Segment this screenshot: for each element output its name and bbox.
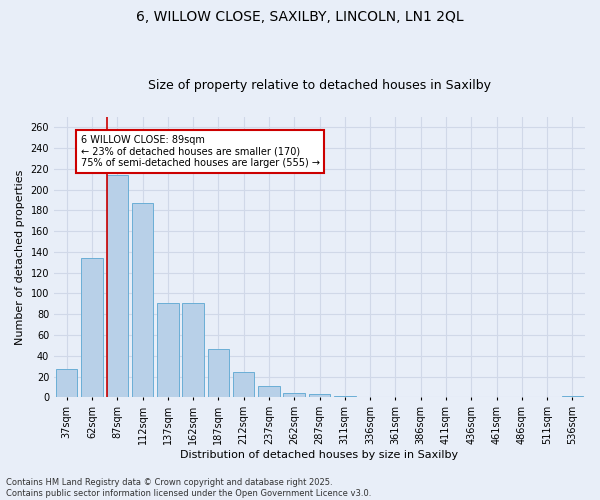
Title: Size of property relative to detached houses in Saxilby: Size of property relative to detached ho… (148, 79, 491, 92)
Bar (182, 303, 204, 398)
X-axis label: Distribution of detached houses by size in Saxilby: Distribution of detached houses by size … (181, 450, 458, 460)
Bar (233, 372, 254, 398)
Bar (258, 386, 280, 398)
Bar (208, 348, 229, 398)
Bar (562, 396, 583, 398)
Bar (132, 203, 153, 398)
Text: 6 WILLOW CLOSE: 89sqm
← 23% of detached houses are smaller (170)
75% of semi-det: 6 WILLOW CLOSE: 89sqm ← 23% of detached … (80, 135, 320, 168)
Bar (309, 394, 330, 398)
Text: Contains HM Land Registry data © Crown copyright and database right 2025.
Contai: Contains HM Land Registry data © Crown c… (6, 478, 371, 498)
Bar (107, 175, 128, 398)
Text: 6, WILLOW CLOSE, SAXILBY, LINCOLN, LN1 2QL: 6, WILLOW CLOSE, SAXILBY, LINCOLN, LN1 2… (136, 10, 464, 24)
Bar (283, 394, 305, 398)
Bar (157, 303, 179, 398)
Bar (56, 370, 77, 398)
Bar (334, 396, 356, 398)
Y-axis label: Number of detached properties: Number of detached properties (15, 170, 25, 345)
Bar (81, 258, 103, 398)
